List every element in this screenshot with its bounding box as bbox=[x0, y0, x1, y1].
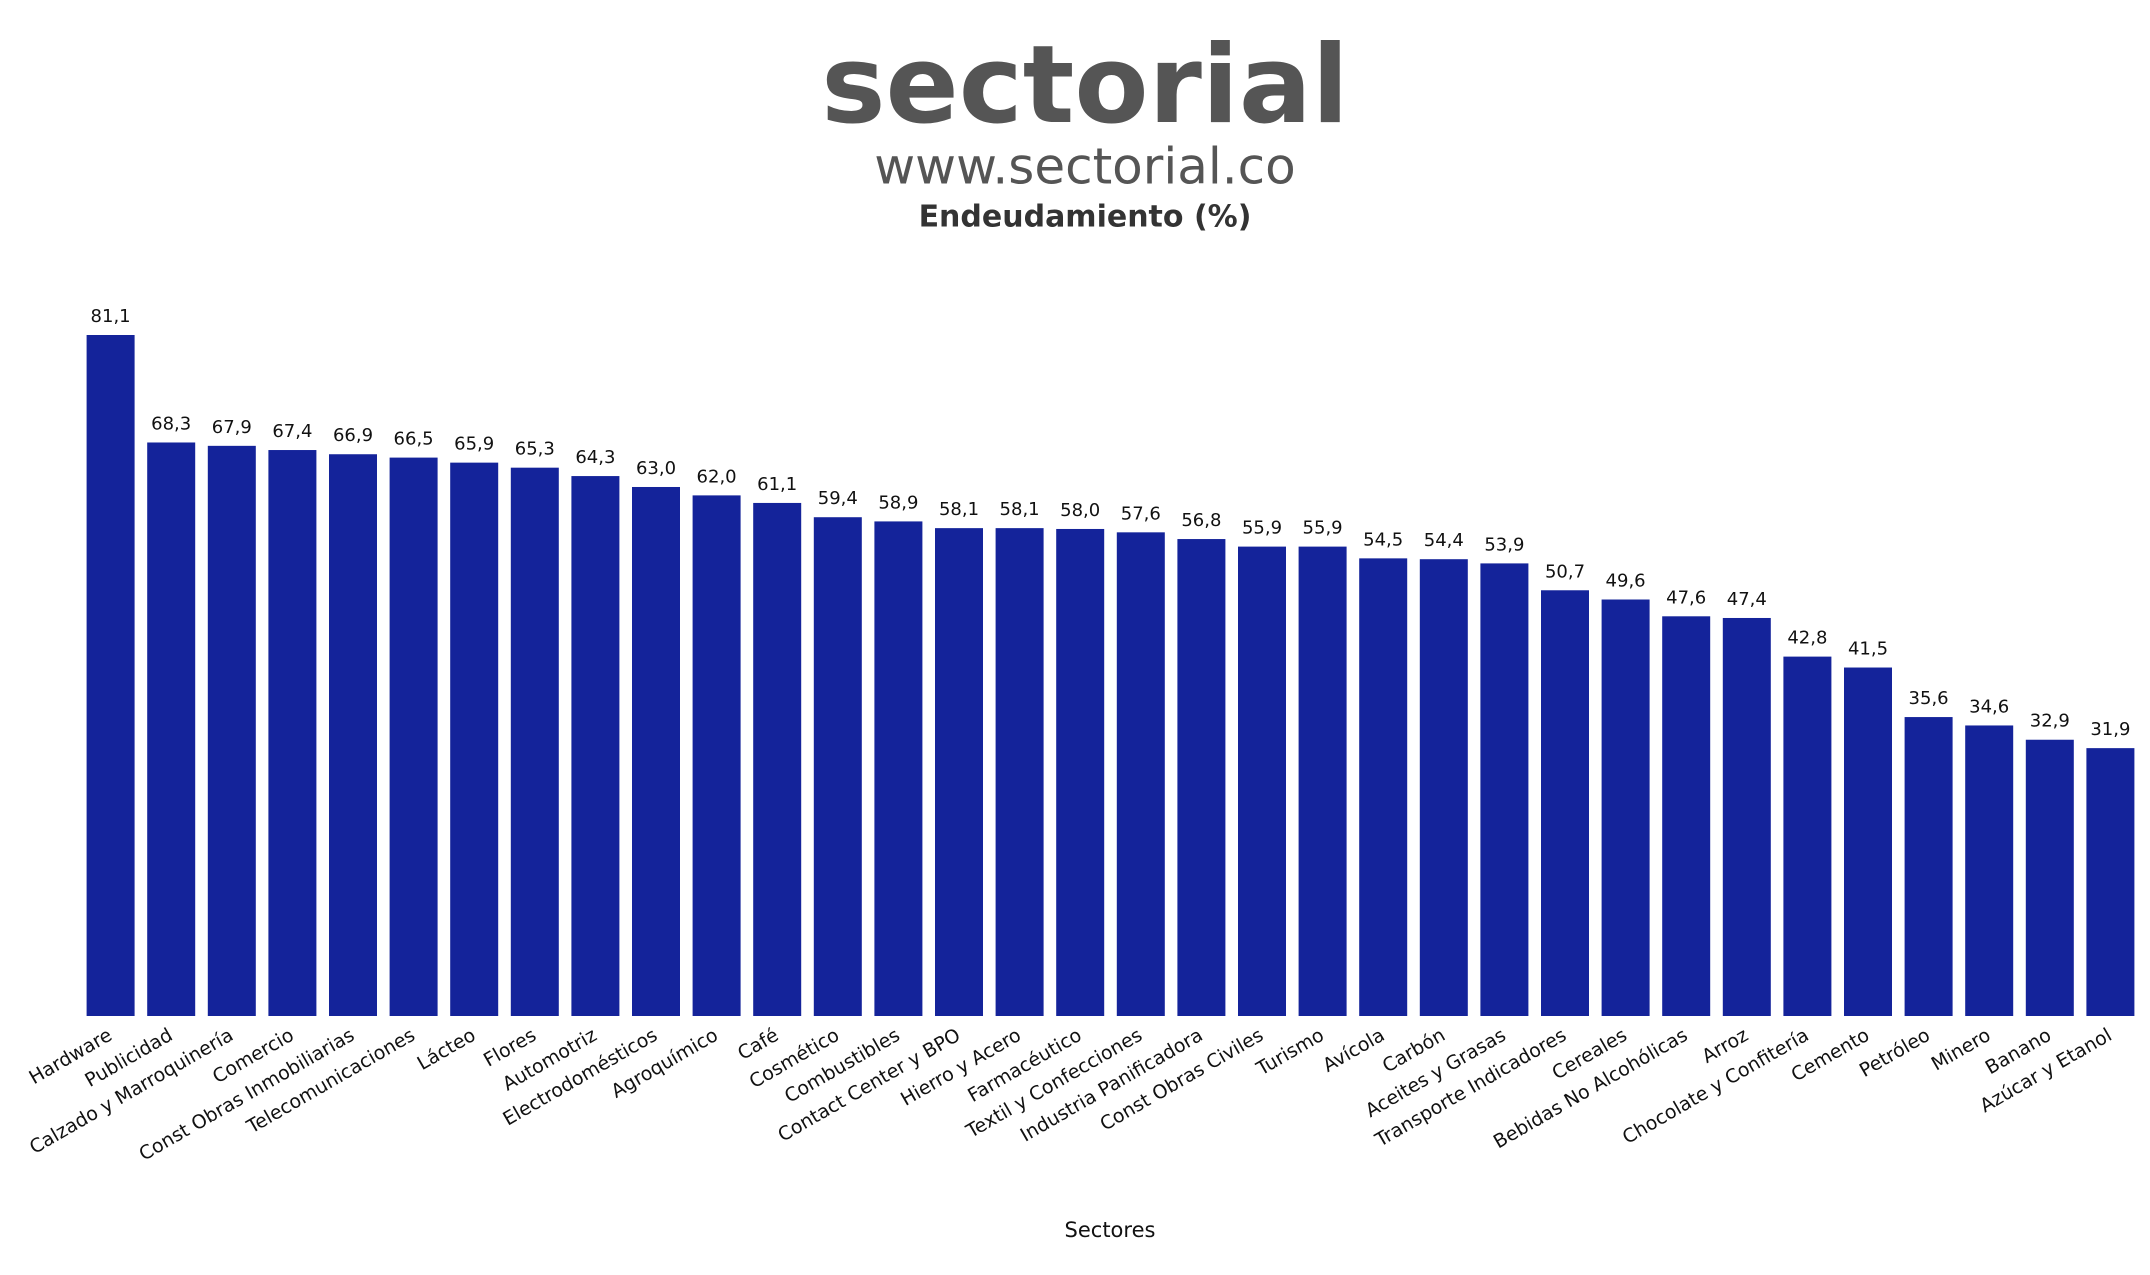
bar bbox=[450, 462, 499, 1016]
bar bbox=[874, 521, 923, 1016]
bar bbox=[389, 457, 438, 1016]
value-label: 32,9 bbox=[2030, 711, 2070, 732]
bar bbox=[1480, 563, 1529, 1016]
value-label: 54,5 bbox=[1363, 529, 1403, 550]
bar bbox=[1238, 546, 1286, 1016]
value-label: 47,4 bbox=[1727, 589, 1767, 610]
bar bbox=[1541, 590, 1589, 1016]
value-label: 67,9 bbox=[212, 417, 252, 438]
value-label: 55,9 bbox=[1242, 518, 1282, 539]
bar bbox=[1722, 617, 1771, 1016]
bar bbox=[2025, 739, 2074, 1016]
value-label: 35,6 bbox=[1909, 688, 1949, 709]
value-label: 63,0 bbox=[636, 458, 676, 479]
value-label: 31,9 bbox=[2090, 719, 2130, 740]
bar bbox=[753, 502, 802, 1017]
value-label: 58,1 bbox=[1000, 499, 1040, 520]
bar bbox=[632, 486, 680, 1016]
bar bbox=[1359, 558, 1408, 1016]
value-label: 54,4 bbox=[1424, 530, 1464, 551]
x-tick-label: Minero bbox=[1928, 1024, 1995, 1075]
bar bbox=[1419, 559, 1468, 1016]
value-label: 47,6 bbox=[1666, 587, 1706, 608]
value-label: 41,5 bbox=[1848, 639, 1888, 660]
bar bbox=[147, 442, 196, 1016]
value-label: 49,6 bbox=[1606, 571, 1646, 592]
value-label: 62,0 bbox=[697, 466, 737, 487]
x-tick-label: Avícola bbox=[1319, 1024, 1388, 1077]
bar bbox=[1601, 599, 1650, 1016]
value-label: 50,7 bbox=[1545, 561, 1585, 582]
value-label: 64,3 bbox=[575, 447, 615, 468]
bar bbox=[510, 467, 559, 1017]
value-label: 59,4 bbox=[818, 488, 858, 509]
chart-title: Endeudamiento (%) bbox=[919, 200, 1252, 235]
bar bbox=[1662, 616, 1711, 1016]
bar bbox=[1904, 717, 1953, 1016]
bar bbox=[692, 495, 741, 1016]
bar bbox=[1783, 656, 1832, 1016]
value-label: 55,9 bbox=[1303, 518, 1343, 539]
bar bbox=[1177, 539, 1226, 1016]
x-tick-label: Petróleo bbox=[1856, 1024, 1934, 1082]
bar bbox=[268, 450, 317, 1017]
value-label: 65,3 bbox=[515, 439, 555, 460]
bar bbox=[571, 476, 620, 1016]
value-label: 66,5 bbox=[394, 429, 434, 450]
website: www.sectorial.co bbox=[874, 138, 1295, 196]
value-label: 66,9 bbox=[333, 425, 373, 446]
value-label: 81,1 bbox=[91, 306, 131, 327]
x-tick-label: Turismo bbox=[1252, 1024, 1328, 1080]
value-label: 42,8 bbox=[1787, 628, 1827, 649]
value-label: 67,4 bbox=[272, 421, 312, 442]
bar bbox=[995, 528, 1044, 1016]
bar bbox=[1298, 546, 1347, 1016]
value-label: 34,6 bbox=[1969, 696, 2009, 717]
x-tick-label: Lácteo bbox=[413, 1024, 479, 1075]
value-label: 56,8 bbox=[1181, 510, 1221, 531]
bar bbox=[86, 335, 135, 1016]
bar bbox=[1056, 528, 1105, 1016]
value-label: 53,9 bbox=[1484, 534, 1524, 555]
bar bbox=[329, 454, 377, 1016]
value-label: 65,9 bbox=[454, 434, 494, 455]
bar bbox=[2086, 748, 2135, 1016]
value-label: 58,9 bbox=[878, 492, 918, 513]
bar bbox=[1116, 532, 1165, 1016]
value-label: 68,3 bbox=[151, 413, 191, 434]
x-axis-label: Sectores bbox=[1065, 1218, 1156, 1242]
bar bbox=[1965, 725, 2014, 1016]
value-label: 58,0 bbox=[1060, 500, 1100, 521]
bar bbox=[1844, 667, 1892, 1016]
logo: sectorial bbox=[821, 23, 1349, 148]
bar bbox=[935, 528, 983, 1016]
value-label: 58,1 bbox=[939, 499, 979, 520]
bar bbox=[813, 517, 862, 1016]
value-label: 61,1 bbox=[757, 474, 797, 495]
value-label: 57,6 bbox=[1121, 503, 1161, 524]
bar bbox=[207, 445, 256, 1016]
